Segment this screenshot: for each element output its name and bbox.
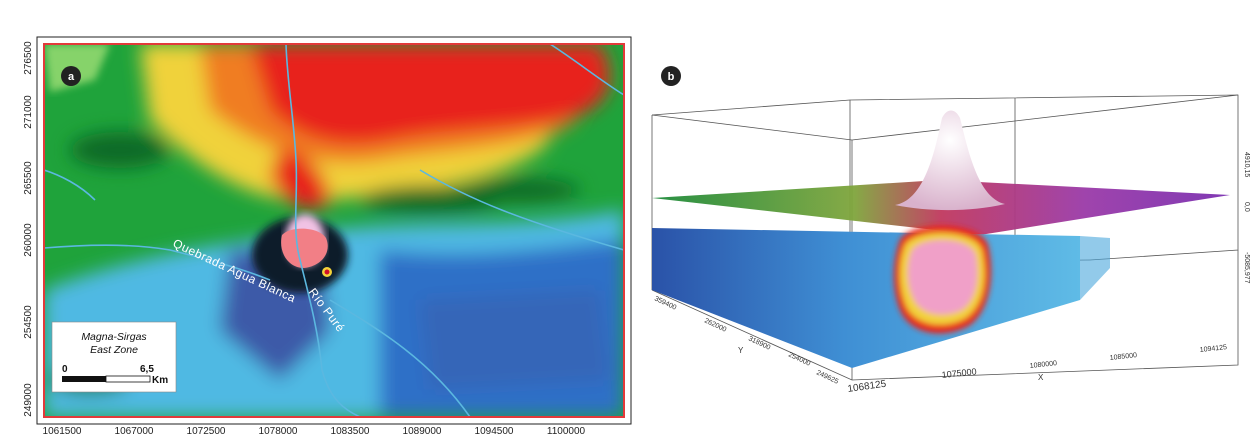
- scale-end-label: 6,5: [140, 364, 154, 375]
- x-axis: 1068125 1075000 1080000 1085000 1094125 …: [847, 344, 1228, 395]
- z-tick-label: 4910,15: [1243, 152, 1250, 177]
- z-axis: 4910,15 0,0 -5085,977: [1243, 152, 1250, 284]
- panel-badge-a: [61, 66, 81, 86]
- scale-box: Magna-Sirgas East Zone 0 6,5 Km: [51, 321, 177, 393]
- map-red-frame: [43, 43, 625, 418]
- rivers: [44, 44, 624, 417]
- x-tick-label: 1100000: [547, 426, 586, 437]
- panel-badge-b-text: b: [668, 71, 675, 83]
- y-tick-label: 260000: [23, 223, 34, 257]
- river-tributary-east: [419, 169, 624, 251]
- x-tick-label: 1094125: [1199, 344, 1227, 354]
- x-tick-label: 1067000: [115, 426, 154, 437]
- anomaly-peak: [895, 110, 1005, 211]
- y-tick-label: 254500: [23, 305, 34, 339]
- magnetic-anomaly-map-panel: a Quebrada Agua Blanca Río Puré 276500 2…: [23, 36, 632, 437]
- x-tick-label: 1068125: [847, 379, 888, 395]
- x-axis-label: X: [1038, 373, 1044, 382]
- y-tick-label: 276500: [23, 41, 34, 75]
- river-quebrada-agua-blanca: [44, 244, 271, 281]
- map-x-axis: 1061500 1067000 1072500 1078000 1083500 …: [43, 426, 586, 437]
- anomaly-body: [894, 225, 991, 334]
- scale-bar-black: [62, 376, 106, 382]
- z-tick-label: -5085,977: [1243, 252, 1250, 284]
- y-tick-label: 254000: [787, 351, 811, 367]
- x-tick-label: 1061500: [43, 426, 82, 437]
- y-tick-label: 262000: [703, 317, 727, 333]
- y-tick-label: 249625: [815, 369, 839, 385]
- x-tick-label: 1085000: [1109, 352, 1137, 362]
- scale-bar-white: [105, 375, 151, 383]
- map-y-axis: 276500 271000 265500 260000 254500 24900…: [23, 41, 34, 417]
- river-tributary-south: [329, 299, 471, 417]
- scale-unit-label: Km: [152, 375, 168, 386]
- 3d-inversion-model-panel: b 4910,15 0,0 -5085,977 359400 262000 31…: [651, 66, 1250, 395]
- x-tick-label: 1075000: [941, 366, 977, 380]
- x-tick-label: 1078000: [259, 426, 298, 437]
- scale-start-label: 0: [62, 364, 68, 375]
- subsurface-block-front: [652, 228, 1080, 368]
- y-tick-label: 271000: [23, 95, 34, 129]
- x-tick-label: 1072500: [187, 426, 226, 437]
- x-tick-label: 1080000: [1029, 360, 1057, 370]
- x-tick-label: 1094500: [475, 426, 514, 437]
- x-tick-label: 1083500: [331, 426, 370, 437]
- x-tick-label: 1089000: [403, 426, 442, 437]
- z-tick-label: 0,0: [1243, 202, 1250, 212]
- subsurface-block-side: [1080, 236, 1110, 300]
- panel-badge-b: [661, 66, 681, 86]
- scale-title-line1: Magna-Sirgas: [81, 331, 147, 343]
- y-tick-label: 265500: [23, 161, 34, 195]
- river-tributary-west: [44, 169, 96, 201]
- y-axis-label: Y: [738, 346, 744, 355]
- scale-title-line2: East Zone: [90, 344, 138, 356]
- river-rio-pure: [285, 44, 361, 417]
- y-tick-label: 249000: [23, 383, 34, 417]
- river-tributary-northeast: [549, 44, 624, 96]
- panel-badge-a-text: a: [68, 71, 75, 83]
